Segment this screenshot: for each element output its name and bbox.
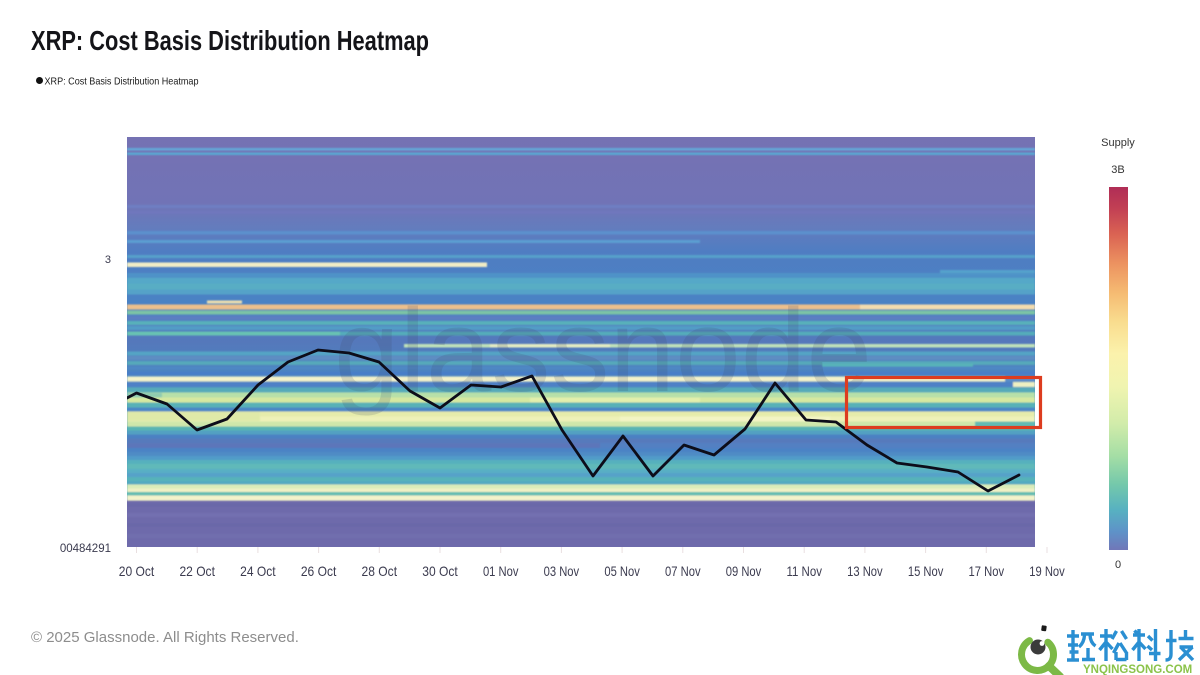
svg-text:03 Nov: 03 Nov xyxy=(544,563,580,579)
svg-text:17 Nov: 17 Nov xyxy=(969,563,1005,579)
svg-text:3: 3 xyxy=(105,254,111,266)
svg-text:YNQINGSONG.COM: YNQINGSONG.COM xyxy=(1083,664,1192,675)
svg-text:22 Oct: 22 Oct xyxy=(179,563,215,579)
svg-text:26 Oct: 26 Oct xyxy=(301,563,337,579)
svg-text:© 2025 Glassnode. All Rights R: © 2025 Glassnode. All Rights Reserved. xyxy=(31,629,299,646)
svg-text:glassnode: glassnode xyxy=(334,285,872,417)
svg-text:11 Nov: 11 Nov xyxy=(786,563,822,579)
svg-text:00484291: 00484291 xyxy=(60,543,111,555)
svg-text:24 Oct: 24 Oct xyxy=(240,563,276,579)
svg-text:07 Nov: 07 Nov xyxy=(665,563,701,579)
svg-text:30 Oct: 30 Oct xyxy=(422,563,458,579)
svg-text:XRP: Cost Basis Distribution H: XRP: Cost Basis Distribution Heatmap xyxy=(31,25,429,56)
svg-text:XRP: Cost Basis Distribution H: XRP: Cost Basis Distribution Heatmap xyxy=(45,76,199,88)
svg-text:09 Nov: 09 Nov xyxy=(726,563,762,579)
svg-text:Supply: Supply xyxy=(1101,137,1135,149)
svg-text:0: 0 xyxy=(1115,559,1121,571)
svg-text:05 Nov: 05 Nov xyxy=(604,563,640,579)
svg-text:01 Nov: 01 Nov xyxy=(483,563,519,579)
svg-text:3B: 3B xyxy=(1111,164,1124,176)
svg-text:20 Oct: 20 Oct xyxy=(119,563,155,579)
svg-text:15 Nov: 15 Nov xyxy=(908,563,944,579)
svg-text:19 Nov: 19 Nov xyxy=(1029,563,1065,579)
svg-text:28 Oct: 28 Oct xyxy=(362,563,398,579)
svg-text:13 Nov: 13 Nov xyxy=(847,563,883,579)
